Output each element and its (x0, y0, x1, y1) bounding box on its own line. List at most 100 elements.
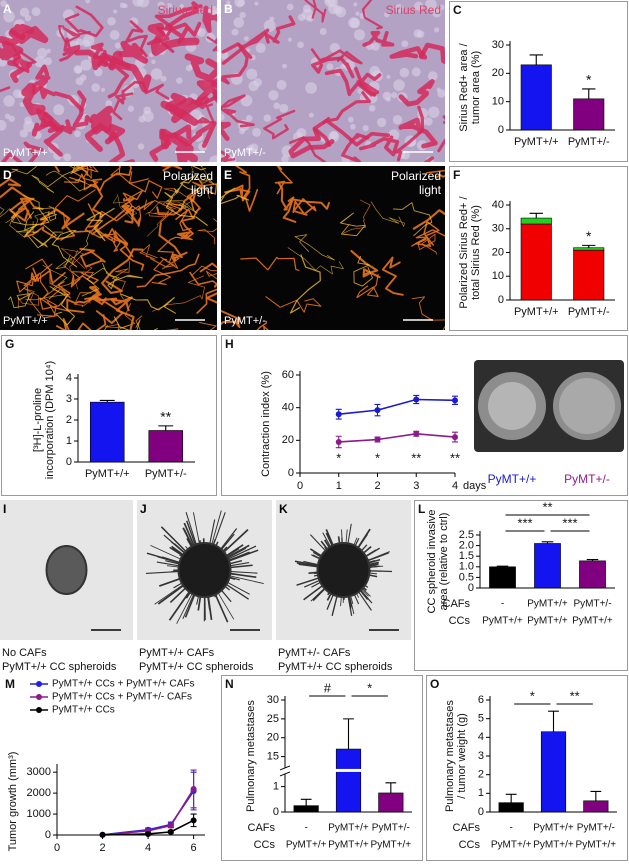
error-bar (582, 89, 595, 99)
cell (9, 116, 15, 122)
y-tick-label: 25 (267, 713, 279, 725)
panel-letter: A (3, 2, 12, 16)
significance: ** (411, 450, 421, 465)
cell (107, 17, 116, 26)
bar (499, 803, 524, 812)
y-tick-label: 20 (492, 67, 504, 79)
y-tick-label: 10 (492, 96, 504, 108)
cell (20, 129, 28, 137)
panel-letter: F (453, 168, 460, 182)
legend-label: PyMT+/- (564, 472, 610, 486)
cell (350, 124, 356, 130)
row-label: CAFs (453, 822, 481, 834)
cell (80, 74, 86, 80)
cell (151, 68, 162, 79)
y-tick-label: 2 (478, 769, 484, 781)
y-axis-label: Polarized Sirius Red+ / (458, 195, 470, 308)
cell (209, 155, 221, 167)
error-bar (497, 566, 508, 567)
significance: * (586, 72, 592, 88)
y-tick-label: 2.0 (459, 540, 474, 552)
point (375, 407, 381, 413)
cell (335, 7, 346, 18)
series-line (339, 434, 455, 442)
cell (239, 12, 245, 18)
cell (297, 41, 304, 48)
row-cell: PyMT+/+ (527, 599, 568, 610)
bar (534, 543, 560, 588)
cell (413, 29, 422, 38)
significance: ** (160, 409, 171, 425)
row-cell: PyMT+/+ (328, 840, 369, 851)
fiber (144, 329, 178, 351)
micrograph (0, 0, 238, 190)
legend-marker (36, 694, 42, 700)
y-tick-label: 0 (498, 124, 504, 136)
gel-disc (488, 382, 536, 430)
row-cell: PyMT+/+ (286, 840, 327, 851)
cell (377, 118, 386, 127)
y-tick-label: 10 (492, 270, 504, 282)
y-tick-label: 0 (498, 294, 504, 306)
error-bar (343, 719, 354, 749)
bar (541, 732, 566, 812)
panel-letter: B (224, 2, 233, 16)
cell (348, 117, 354, 123)
y-axis-label: [³H]-L-proline (32, 388, 44, 452)
cell (113, 9, 117, 13)
point (336, 439, 342, 445)
cell (244, 36, 249, 41)
genotype-label: PyMT+/+ (3, 147, 48, 159)
row-cell: - (509, 823, 512, 834)
y-tick-label: 1 (478, 787, 484, 799)
bar (521, 65, 551, 130)
x-tick-label: 6 (191, 842, 197, 854)
y-tick-label: 40 (282, 402, 294, 414)
caption: PyMT+/+ CC spheroids (139, 661, 254, 673)
cell (393, 79, 405, 91)
cell (252, 128, 261, 137)
spheroid (47, 546, 87, 594)
error-bar (548, 711, 559, 732)
error-bar (582, 245, 595, 247)
point (168, 823, 174, 829)
cell (340, 64, 345, 69)
micrograph (0, 500, 133, 640)
point (413, 431, 419, 437)
error-bar (530, 213, 543, 218)
y-tick-label: 30 (492, 39, 504, 51)
legend-label: PyMT+/+ (488, 472, 537, 486)
panel-letter: O (430, 677, 439, 691)
cell (115, 42, 121, 48)
cell (372, 43, 380, 51)
cell (254, 2, 258, 6)
y-tick-label: 5 (478, 713, 484, 725)
row-cell: PyMT+/- (573, 599, 611, 610)
x-tick-label: 4 (145, 842, 151, 854)
y-axis-label: Pulmonary metastases (444, 700, 456, 812)
caption: PyMT+/- CAFs (278, 647, 351, 659)
point (191, 817, 197, 823)
x-tick-label: 2 (374, 480, 380, 492)
x-tick-label: PyMT+/- (145, 468, 187, 480)
point (452, 397, 458, 403)
y-tick-label: 20 (492, 246, 504, 258)
cell (218, 114, 225, 121)
y-axis-label: Contraction index (%) (260, 371, 272, 477)
x-tick-label: 0 (297, 480, 303, 492)
cell (110, 30, 120, 40)
significance: ** (570, 688, 580, 703)
legend-marker (36, 681, 42, 687)
significance: # (324, 680, 332, 695)
cell (176, 77, 182, 83)
bar (489, 567, 515, 588)
y-axis-label: incorporation (DPM 10⁴) (44, 361, 56, 479)
y-axis-label: Pulmonary metastases (245, 700, 257, 812)
point (168, 829, 174, 835)
cell (91, 83, 100, 92)
row-cell: PyMT+/- (372, 823, 410, 834)
cell (44, 57, 52, 65)
legend-label: PyMT+/+ CCs + PyMT+/+ CAFs (52, 679, 195, 690)
cell (32, 7, 41, 16)
